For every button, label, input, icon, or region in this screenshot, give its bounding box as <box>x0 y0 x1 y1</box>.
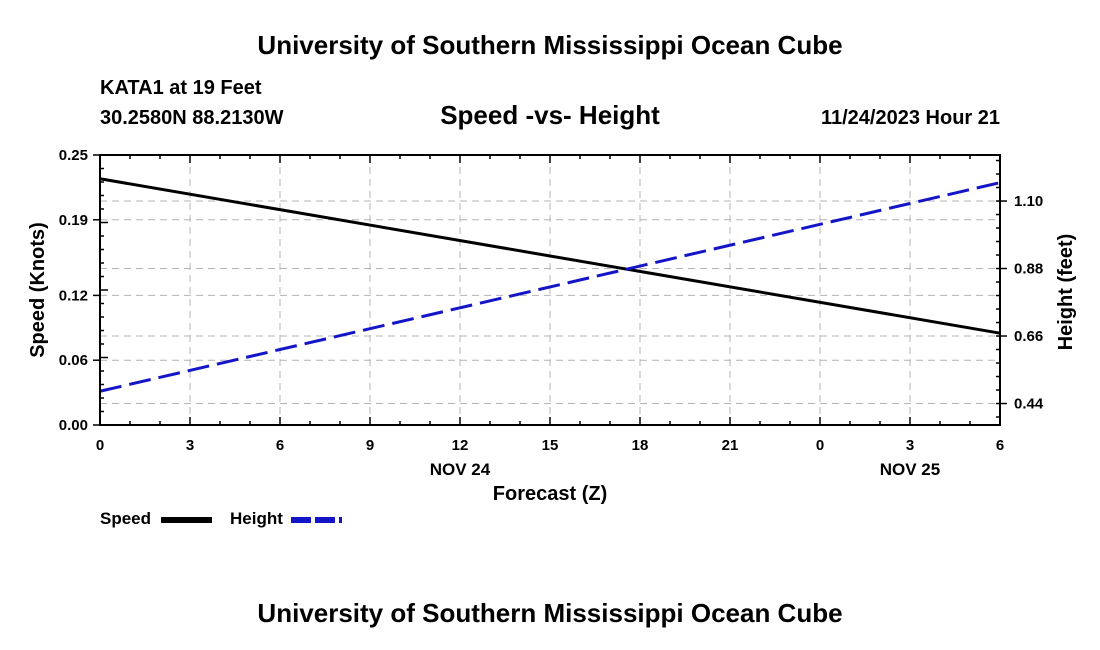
legend-speed-swatch <box>161 517 212 523</box>
y-left-tick-label: 0.12 <box>59 287 88 304</box>
chart-title: Speed -vs- Height <box>440 100 660 130</box>
y-left-tick-label: 0.06 <box>59 352 88 369</box>
page-title: University of Southern Mississippi Ocean… <box>257 30 843 60</box>
x-tick-label: 9 <box>366 437 374 454</box>
legend-height-label: Height <box>230 509 283 528</box>
y-right-tick-label: 1.10 <box>1014 193 1043 210</box>
x-tick-label: 12 <box>452 437 469 454</box>
x-date-label: NOV 24 <box>430 460 491 479</box>
axes-layer <box>93 154 1007 426</box>
y-left-tick-label: 0.00 <box>59 417 88 434</box>
series-line-speed <box>99 177 1001 335</box>
x-tick-label: 6 <box>276 437 284 454</box>
series-line-height <box>99 181 1001 393</box>
x-tick-label: 6 <box>996 437 1004 454</box>
legend-height-swatch <box>291 517 342 523</box>
y-right-axis-label: Height (feet) <box>1055 234 1077 351</box>
station-label: KATA1 at 19 Feet <box>100 77 262 99</box>
coordinates-label: 30.2580N 88.2130W <box>100 107 284 129</box>
series-layer <box>99 177 1001 393</box>
footer-title: University of Southern Mississippi Ocean… <box>257 598 843 628</box>
x-tick-label: 3 <box>906 437 914 454</box>
y-left-tick-label: 0.25 <box>59 147 88 164</box>
x-axis-label: Forecast (Z) <box>493 483 607 505</box>
x-tick-label: 21 <box>722 437 739 454</box>
y-right-tick-label: 0.66 <box>1014 328 1043 345</box>
x-tick-label: 0 <box>816 437 824 454</box>
legend-speed-label: Speed <box>100 509 152 528</box>
labels-layer: 0 3 6 9 12 15 18 21 0 3 6 NOV 24 NOV 25 Forecast (Z) 0… <box>27 147 1077 505</box>
y-left-axis-label: Speed (Knots) <box>27 222 49 358</box>
x-tick-label: 18 <box>632 437 649 454</box>
x-tick-label: 15 <box>542 437 559 454</box>
x-tick-label: 0 <box>96 437 104 454</box>
y-right-tick-label: 0.44 <box>1014 396 1044 413</box>
y-right-tick-label: 0.88 <box>1014 261 1043 278</box>
x-date-label: NOV 25 <box>880 460 940 479</box>
x-tick-label: 3 <box>186 437 194 454</box>
grid-layer <box>100 155 1000 425</box>
y-left-tick-label: 0.19 <box>59 212 88 229</box>
timestamp-label: 11/24/2023 Hour 21 <box>820 107 1000 129</box>
